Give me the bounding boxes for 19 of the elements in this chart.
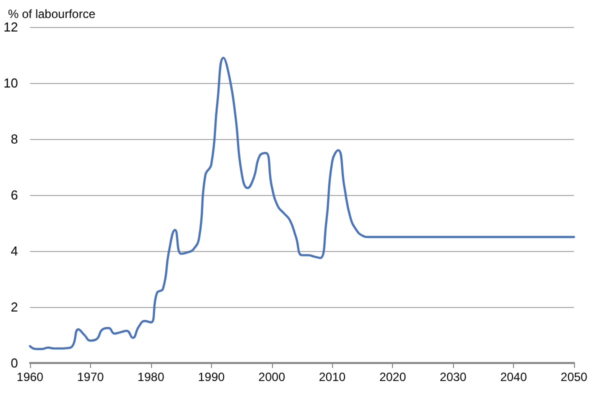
x-tick-label: 2020 (379, 370, 406, 384)
x-tick-label: 2030 (440, 370, 467, 384)
y-tick-label: 10 (4, 76, 18, 90)
x-tick-label: 2010 (318, 370, 346, 384)
x-tick-label: 2000 (258, 370, 286, 384)
x-tick-label: 2050 (560, 370, 588, 384)
x-tick-label: 1960 (16, 370, 44, 384)
x-tick-label: 1970 (77, 370, 104, 384)
x-tick-label: 1980 (138, 370, 165, 384)
y-axis-title: % of labourforce (8, 7, 96, 21)
y-tick-label: 0 (10, 356, 18, 370)
x-tick-label: 2040 (500, 370, 528, 384)
line-series (28, 56, 576, 350)
y-tick-label: 12 (4, 20, 18, 34)
x-tick-label: 1990 (198, 370, 226, 384)
y-tick-label: 8 (10, 132, 18, 146)
y-tick-label: 4 (10, 244, 18, 258)
y-tick-label: 2 (10, 300, 18, 314)
y-tick-label: 6 (10, 188, 18, 202)
